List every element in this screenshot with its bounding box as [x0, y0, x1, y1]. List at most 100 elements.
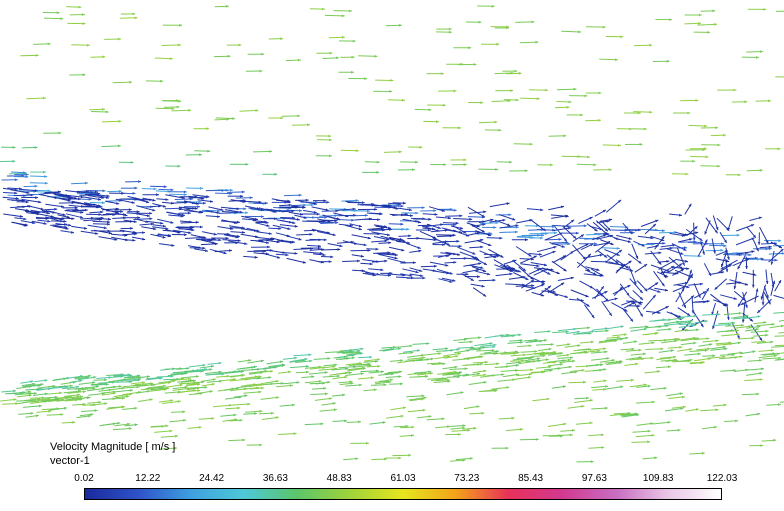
- velocity-vector: [303, 251, 323, 255]
- velocity-vector: [499, 224, 519, 229]
- velocity-vector: [141, 187, 157, 191]
- velocity-vector: [145, 386, 164, 390]
- velocity-vector: [749, 216, 763, 222]
- velocity-vector: [185, 383, 201, 387]
- velocity-vector: [332, 375, 348, 380]
- velocity-vector: [373, 236, 390, 241]
- velocity-vector: [300, 246, 321, 250]
- velocity-vector: [278, 205, 299, 209]
- velocity-vector: [120, 385, 140, 389]
- velocity-vector: [250, 239, 264, 243]
- velocity-vector: [120, 186, 138, 190]
- velocity-vector: [659, 267, 667, 279]
- velocity-vector: [588, 433, 604, 437]
- velocity-vector: [712, 403, 727, 407]
- velocity-vector: [726, 303, 730, 321]
- velocity-vector: [516, 218, 533, 224]
- velocity-vector: [548, 134, 567, 138]
- velocity-vector: [579, 280, 594, 289]
- velocity-vector: [491, 99, 511, 103]
- velocity-vector: [450, 424, 466, 427]
- velocity-vector: [632, 300, 644, 317]
- colorbar-tick-label: 109.83: [642, 473, 674, 484]
- velocity-vector: [217, 226, 234, 230]
- velocity-vector: [163, 105, 180, 109]
- velocity-vector: [115, 198, 135, 204]
- velocity-vector: [484, 334, 504, 339]
- velocity-vector: [442, 365, 458, 370]
- velocity-vector: [78, 190, 94, 194]
- velocity-vector: [438, 278, 453, 283]
- velocity-vector: [692, 311, 704, 328]
- velocity-vector: [162, 23, 183, 27]
- velocity-vector: [518, 266, 534, 280]
- velocity-vector: [515, 20, 535, 24]
- velocity-vector: [336, 350, 354, 354]
- velocity-vector: [561, 155, 581, 158]
- velocity-vector: [633, 43, 653, 47]
- velocity-vector: [711, 238, 716, 254]
- velocity-vector: [437, 89, 457, 93]
- velocity-vector: [309, 366, 326, 370]
- velocity-vector: [606, 361, 622, 366]
- velocity-vector: [539, 268, 551, 275]
- velocity-vector: [416, 415, 432, 419]
- velocity-vector: [89, 402, 108, 406]
- velocity-vector: [751, 269, 755, 288]
- velocity-vector: [535, 365, 552, 369]
- velocity-vector: [67, 22, 86, 25]
- velocity-vector: [45, 216, 64, 223]
- velocity-vector: [67, 390, 87, 394]
- velocity-vector: [628, 265, 637, 285]
- velocity-vector: [433, 237, 451, 246]
- velocity-vector: [54, 225, 68, 229]
- velocity-vector: [220, 220, 240, 224]
- velocity-vector: [562, 226, 577, 240]
- velocity-vector: [457, 246, 476, 255]
- velocity-vector: [625, 228, 642, 232]
- velocity-vector: [700, 9, 716, 13]
- velocity-vector: [659, 337, 678, 342]
- velocity-vector: [268, 227, 282, 230]
- velocity-vector: [655, 18, 673, 21]
- velocity-vector: [145, 79, 164, 83]
- velocity-vector: [685, 408, 699, 412]
- velocity-vector: [398, 207, 412, 212]
- velocity-vector: [46, 413, 64, 416]
- velocity-vector: [594, 209, 607, 217]
- velocity-vector: [133, 198, 150, 204]
- velocity-vector: [8, 391, 26, 395]
- velocity-vector: [294, 214, 307, 219]
- velocity-vector: [385, 456, 402, 460]
- velocity-vector: [694, 320, 708, 324]
- velocity-vector: [20, 392, 37, 395]
- velocity-vector: [676, 284, 690, 289]
- velocity-vector: [445, 433, 462, 436]
- velocity-vector: [480, 221, 499, 225]
- velocity-vector: [127, 210, 140, 214]
- velocity-vector: [515, 368, 534, 372]
- velocity-vector: [388, 238, 402, 243]
- velocity-vector: [299, 203, 314, 207]
- velocity-vector: [716, 329, 735, 333]
- velocity-vector: [171, 233, 187, 237]
- velocity-vector: [194, 248, 209, 252]
- velocity-vector: [98, 388, 112, 392]
- colorbar-tick-label: 24.42: [199, 473, 225, 484]
- velocity-vector: [351, 254, 364, 258]
- velocity-vector: [268, 116, 284, 120]
- velocity-vector: [150, 185, 167, 189]
- velocity-vector: [612, 284, 631, 295]
- velocity-vector: [451, 163, 467, 166]
- velocity-vector: [672, 268, 685, 276]
- velocity-vector: [531, 280, 546, 283]
- velocity-vector: [207, 361, 222, 365]
- velocity-vector: [463, 262, 482, 267]
- velocity-vector: [616, 234, 632, 240]
- velocity-vector: [206, 379, 223, 383]
- velocity-vector: [763, 291, 771, 305]
- velocity-vector: [276, 199, 291, 203]
- velocity-vector: [119, 16, 138, 20]
- velocity-vector: [463, 405, 480, 410]
